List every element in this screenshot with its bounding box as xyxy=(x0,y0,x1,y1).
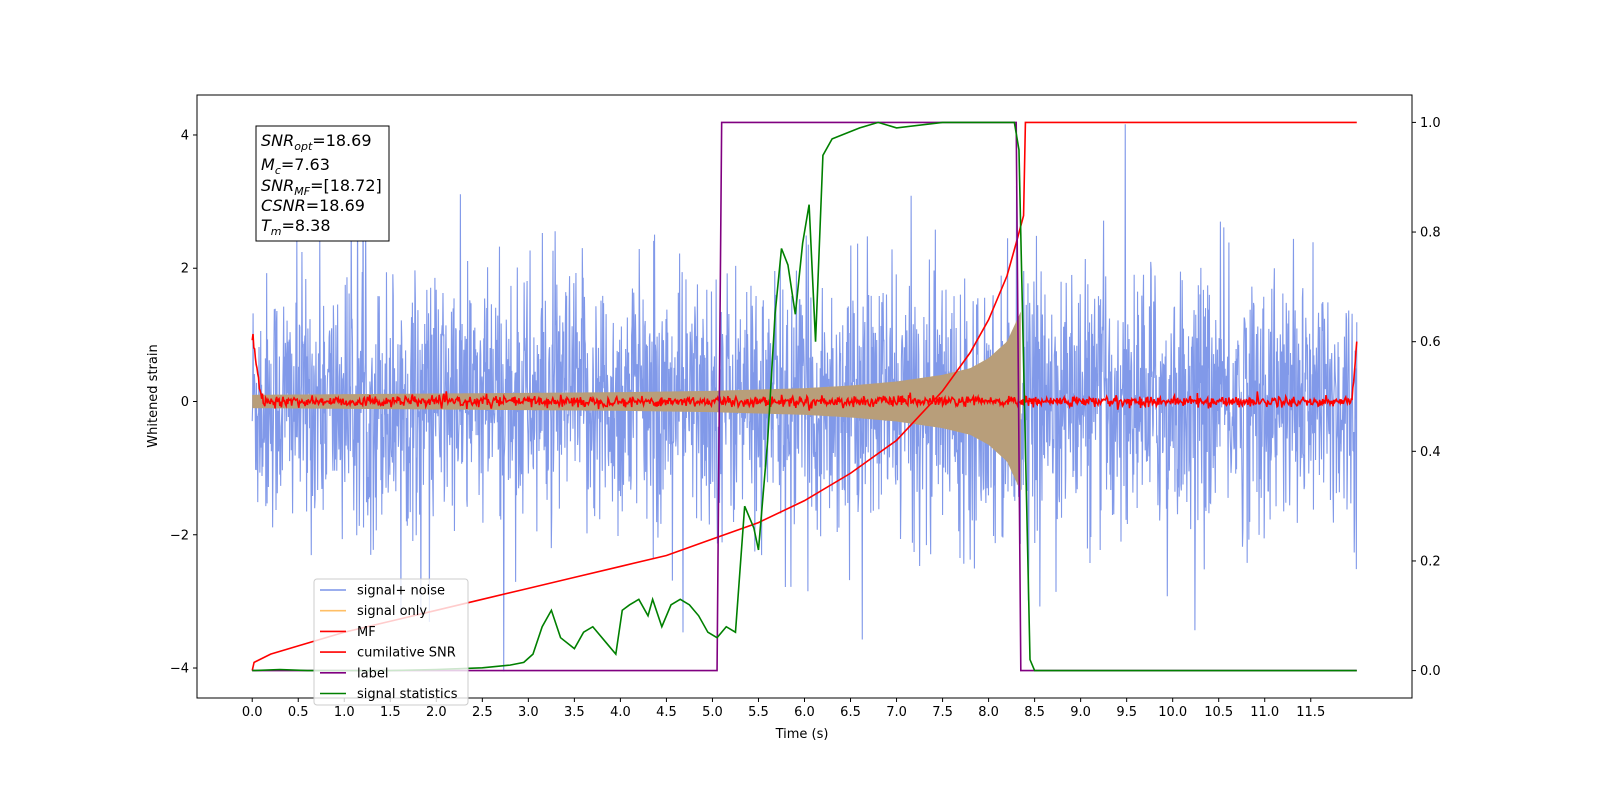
x-tick-label: 9.0 xyxy=(1070,705,1091,720)
x-tick-label: 9.5 xyxy=(1116,705,1137,720)
y2-tick-label: 0.4 xyxy=(1420,445,1441,460)
legend-entry: MF xyxy=(357,625,376,640)
y2-tick-label: 0.6 xyxy=(1420,335,1441,350)
y-tick-label: −4 xyxy=(170,662,189,677)
y-axis-right: 0.0 0.2 0.4 0.6 0.8 1.0 xyxy=(1412,116,1441,679)
y-axis-left: −4 −2 0 2 4 xyxy=(170,128,197,677)
y2-tick-label: 1.0 xyxy=(1420,116,1441,131)
legend: signal+ noise signal only MF cumilative SNR… xyxy=(313,578,469,706)
x-tick-label: 4.0 xyxy=(610,705,631,720)
annotation-csnr: CSNR=18.69 xyxy=(261,196,365,215)
x-tick-label: 3.5 xyxy=(564,705,585,720)
x-tick-label: 11.5 xyxy=(1296,705,1325,720)
legend-entry: signal only xyxy=(357,604,427,619)
x-tick-label: 4.5 xyxy=(656,705,677,720)
series-mf xyxy=(251,333,1358,411)
legend-entry: signal statistics xyxy=(357,687,458,702)
annotation-mc: Mc=7.63 xyxy=(261,155,330,177)
x-tick-label: 1.5 xyxy=(380,705,401,720)
y2-tick-label: 0.8 xyxy=(1420,226,1441,241)
y2-tick-label: 0.2 xyxy=(1420,554,1441,569)
x-tick-label: 2.0 xyxy=(426,705,447,720)
legend-entry: label xyxy=(357,666,388,681)
x-tick-label: 0.0 xyxy=(242,705,263,720)
x-tick-label: 8.5 xyxy=(1024,705,1045,720)
y-tick-label: 4 xyxy=(181,128,189,143)
legend-frame xyxy=(313,578,469,706)
annotation-box: SNRopt=18.69 Mc=7.63 SNRMF=[18.72] CSNR=… xyxy=(255,125,390,242)
series-signal-plus-noise xyxy=(251,124,1358,672)
legend-entry: signal+ noise xyxy=(357,584,445,599)
y-axis-label: Whitened strain xyxy=(146,344,161,447)
y-tick-label: −2 xyxy=(170,528,189,543)
legend-entry: cumilative SNR xyxy=(357,646,456,661)
x-tick-label: 11.0 xyxy=(1250,705,1279,720)
x-tick-label: 2.5 xyxy=(472,705,493,720)
series-signal-statistics xyxy=(252,121,1357,672)
x-tick-label: 5.0 xyxy=(702,705,723,720)
x-tick-label: 10.5 xyxy=(1204,705,1233,720)
x-tick-label: 5.5 xyxy=(748,705,769,720)
x-tick-label: 6.0 xyxy=(794,705,815,720)
x-axis-label: Time (s) xyxy=(775,727,829,742)
y-tick-label: 2 xyxy=(181,262,189,277)
x-tick-label: 10.0 xyxy=(1158,705,1187,720)
x-tick-label: 0.5 xyxy=(288,705,309,720)
x-tick-label: 7.0 xyxy=(886,705,907,720)
x-tick-label: 3.0 xyxy=(518,705,539,720)
x-tick-label: 1.0 xyxy=(334,705,355,720)
annotation-snr-mf: SNRMF=[18.72] xyxy=(261,176,382,198)
x-tick-label: 8.0 xyxy=(978,705,999,720)
annotation-tm: Tm=8.38 xyxy=(261,216,331,238)
y2-tick-label: 0.0 xyxy=(1420,664,1441,679)
x-tick-label: 6.5 xyxy=(840,705,861,720)
x-axis: 0.0 0.5 1.0 1.5 2.0 2.5 3.0 3.5 4.0 4.5 5.0 5.5 6.0 6… xyxy=(242,698,1325,720)
x-tick-label: 7.5 xyxy=(932,705,953,720)
annotation-snr-opt: SNRopt=18.69 xyxy=(261,131,372,153)
y-tick-label: 0 xyxy=(181,395,189,410)
